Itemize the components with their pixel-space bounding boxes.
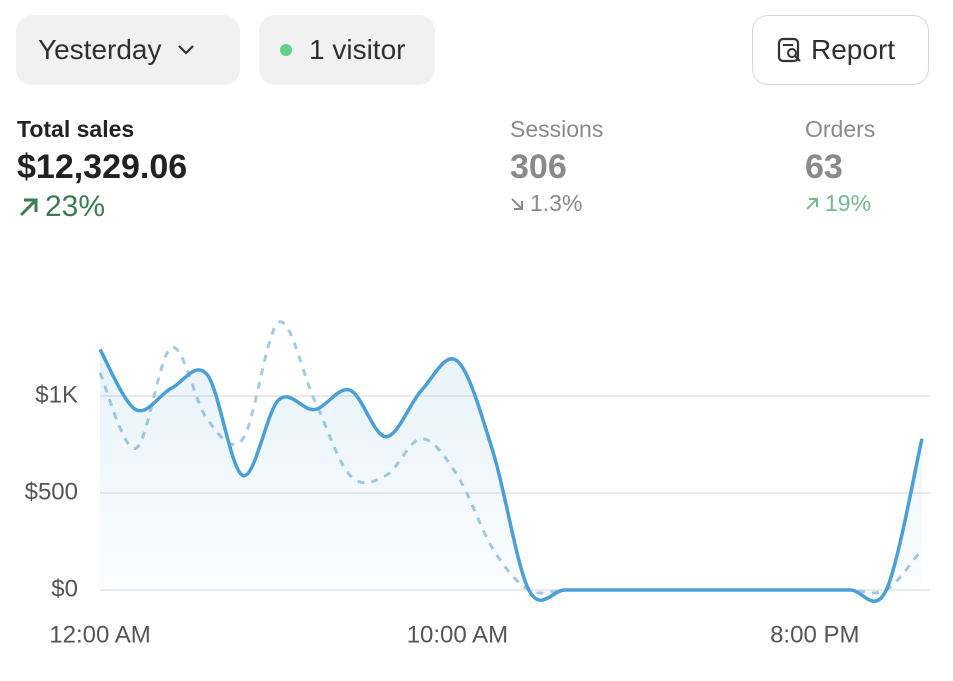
- line: [98, 348, 924, 603]
- date-range: Yesterday: [38, 34, 162, 65]
- y-tick-label: $1K: [35, 381, 78, 408]
- metric-label: Total sales: [17, 116, 135, 142]
- metric-label: Orders: [805, 116, 876, 142]
- report-icon: [777, 37, 801, 63]
- metric-value: $12,329.06: [17, 148, 188, 186]
- metric-label: Sessions: [510, 116, 604, 142]
- down-arrow: [511, 197, 523, 210]
- metric-change: 23%: [17, 190, 187, 224]
- visitors-button[interactable]: 1 visitor: [259, 15, 435, 85]
- up-arrow: [19, 198, 38, 217]
- metric-value: 63: [805, 148, 843, 186]
- area: [100, 349, 922, 602]
- report-button[interactable]: Report: [752, 15, 929, 85]
- y-tick-label: $500: [25, 478, 78, 505]
- report: Report: [811, 34, 896, 65]
- change-value: 23%: [45, 190, 106, 223]
- change-value: 1.3%: [530, 190, 583, 216]
- metric-change: 19%: [805, 190, 875, 217]
- metric: Sessions 306 1.3%: [510, 116, 603, 217]
- up-arrow: [806, 197, 818, 210]
- y-tick-label: $0: [51, 575, 78, 602]
- x-tick-label: 12:00 AM: [49, 621, 150, 648]
- metric: Orders 63 19%: [805, 116, 875, 217]
- x-tick-label: 8:00 PM: [770, 621, 859, 648]
- chart: $0 $500 $1K 12:00 AM 10:00 AM 8:00 PM: [25, 320, 930, 648]
- live-dot: [280, 44, 292, 56]
- chevron-icon: [177, 45, 194, 55]
- metric-value: 306: [510, 148, 567, 186]
- metric: Total sales $12,329.06 23%: [17, 116, 187, 224]
- change-value: 19%: [825, 190, 872, 216]
- date-range-button[interactable]: Yesterday: [16, 15, 240, 85]
- visitors: 1 visitor: [309, 34, 406, 65]
- x-tick-label: 10:00 AM: [407, 621, 508, 648]
- metric-change: 1.3%: [510, 190, 603, 217]
